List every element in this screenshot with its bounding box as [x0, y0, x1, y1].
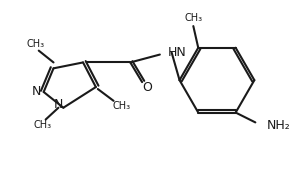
Text: CH₃: CH₃	[27, 39, 45, 49]
Text: O: O	[142, 80, 152, 94]
Text: HN: HN	[168, 46, 187, 59]
Text: N: N	[54, 98, 63, 111]
Text: N: N	[32, 86, 41, 98]
Text: NH₂: NH₂	[267, 119, 291, 132]
Text: CH₃: CH₃	[112, 101, 130, 111]
Text: CH₃: CH₃	[34, 120, 52, 130]
Text: CH₃: CH₃	[184, 13, 202, 23]
